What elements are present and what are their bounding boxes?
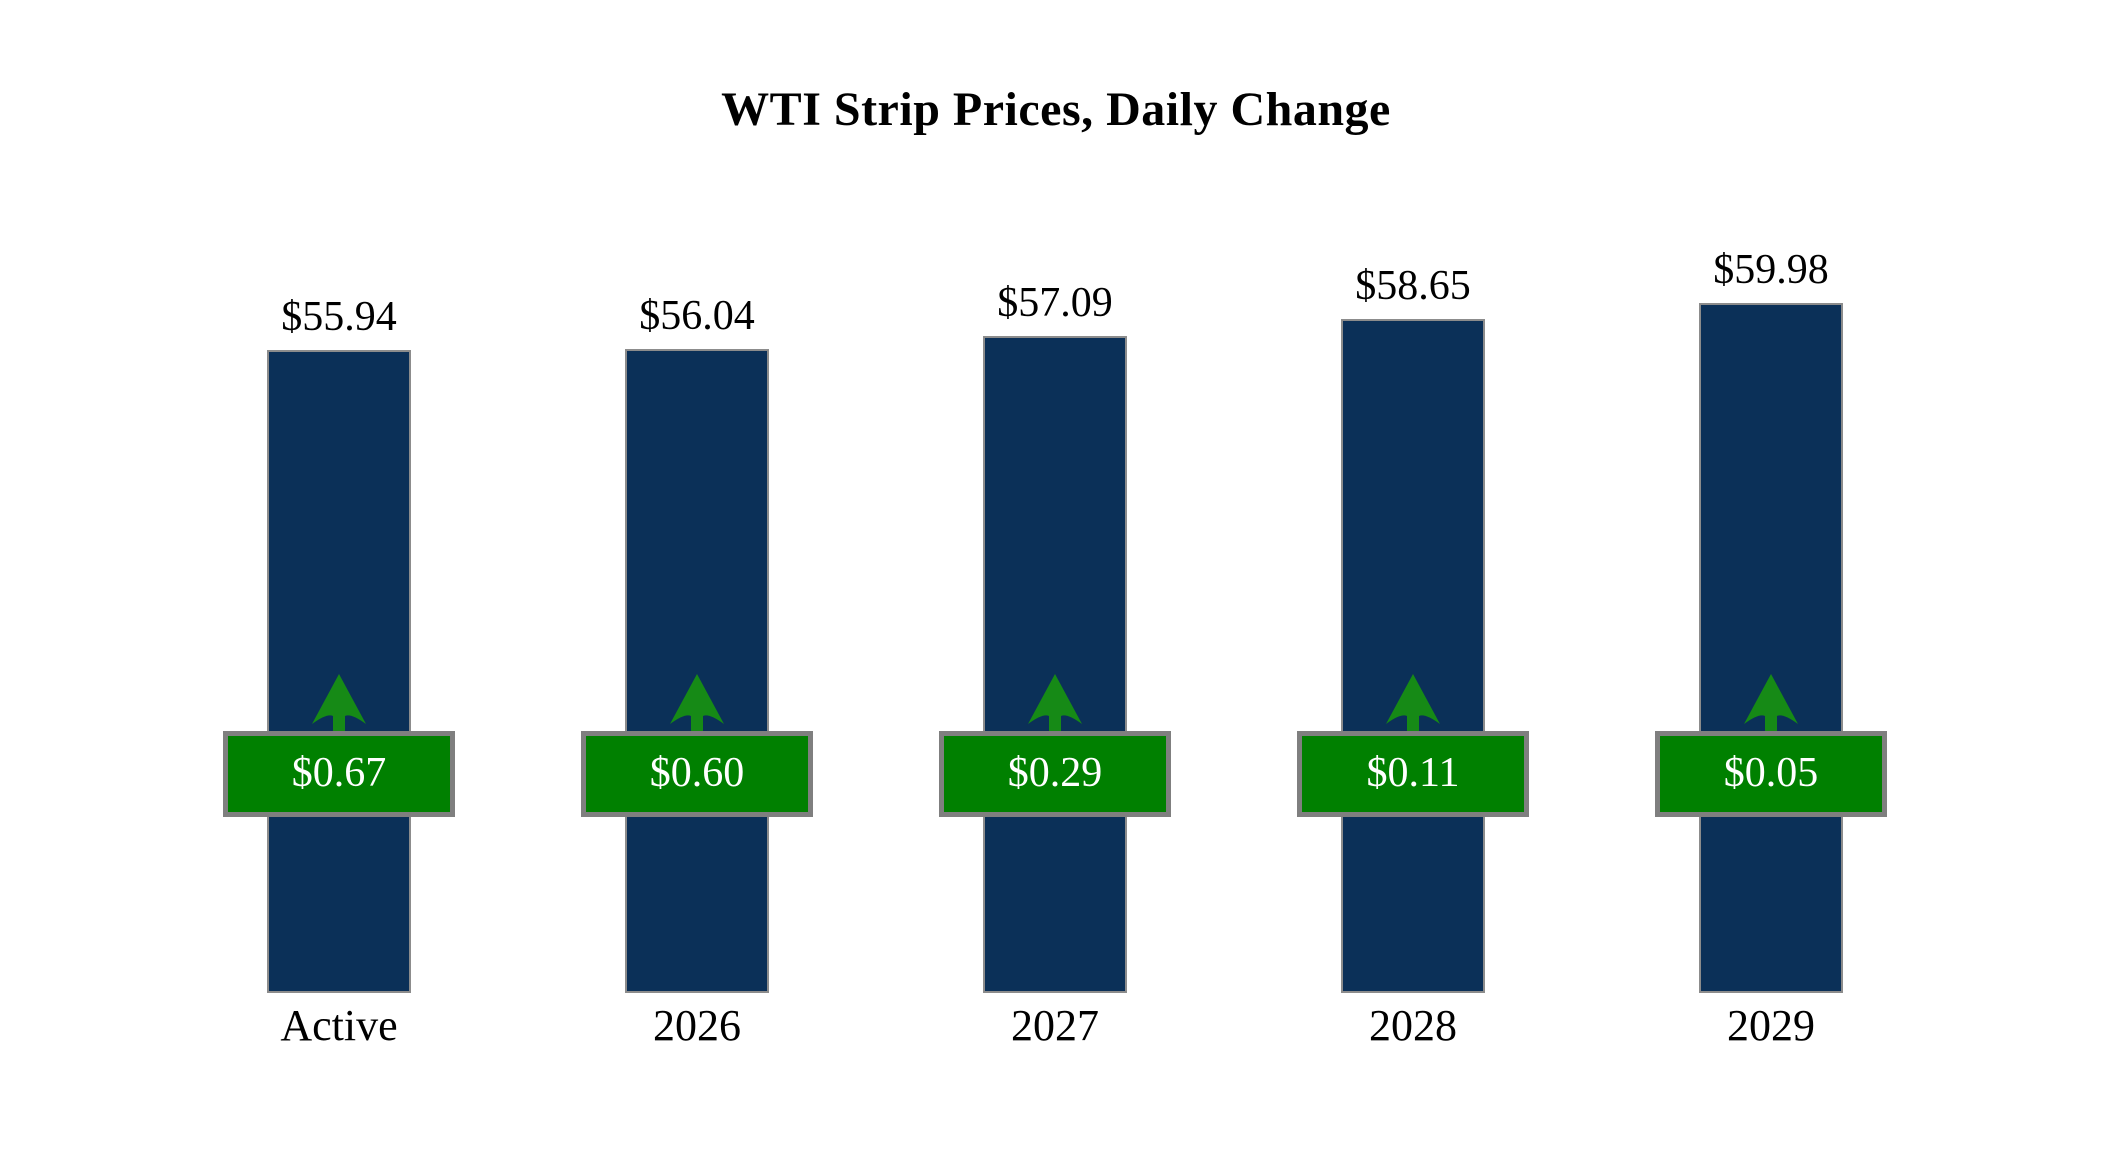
daily-change-badge: $0.11	[1297, 731, 1529, 817]
up-arrow-icon	[1028, 674, 1082, 733]
up-arrow-icon	[670, 674, 724, 733]
price-bar	[1341, 319, 1485, 993]
bar-value-label: $59.98	[1713, 247, 1829, 293]
category-label: Active	[280, 1001, 398, 1050]
bar-value-label: $58.65	[1355, 263, 1471, 309]
bar-value-label: $55.94	[281, 294, 397, 340]
category-label: 2026	[653, 1001, 741, 1050]
up-arrow-icon	[1744, 674, 1798, 733]
bar-value-label: $56.04	[639, 293, 755, 339]
category-label: 2028	[1369, 1001, 1457, 1050]
price-bar	[267, 350, 411, 993]
category-label: 2027	[1011, 1001, 1099, 1050]
up-arrow-icon	[1386, 674, 1440, 733]
chart-title: WTI Strip Prices, Daily Change	[721, 83, 1391, 136]
price-bar	[625, 349, 769, 993]
up-arrow-icon	[312, 674, 366, 733]
daily-change-badge: $0.60	[581, 731, 813, 817]
price-bar	[983, 336, 1127, 993]
category-label: 2029	[1727, 1001, 1815, 1050]
price-bar	[1699, 303, 1843, 993]
daily-change-badge: $0.05	[1655, 731, 1887, 817]
daily-change-badge: $0.29	[939, 731, 1171, 817]
bar-value-label: $57.09	[997, 280, 1113, 326]
daily-change-badge: $0.67	[223, 731, 455, 817]
